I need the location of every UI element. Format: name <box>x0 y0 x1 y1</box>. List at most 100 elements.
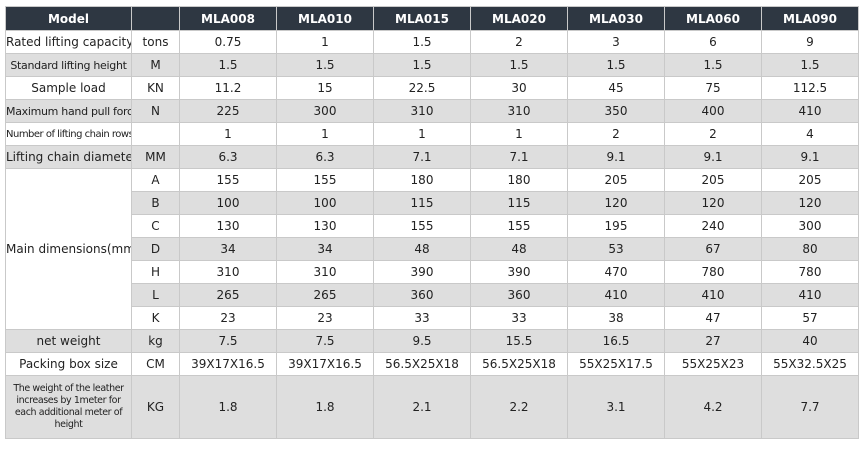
value: 56.5X25X18 <box>470 352 568 376</box>
value: 2.2 <box>470 375 568 439</box>
value: 120 <box>567 191 665 215</box>
unit: L <box>131 283 180 307</box>
value: 1.5 <box>373 30 471 54</box>
unit <box>131 122 180 146</box>
value: 205 <box>567 168 665 192</box>
value: 1.5 <box>470 53 568 77</box>
value: 48 <box>373 237 471 261</box>
row-label: Lifting chain diameter <box>5 145 132 169</box>
row-label: Rated lifting capacity <box>5 30 132 54</box>
unit: tons <box>131 30 180 54</box>
value: 360 <box>373 283 471 307</box>
row-label: net weight <box>5 329 132 353</box>
value: 225 <box>179 99 277 123</box>
value: 53 <box>567 237 665 261</box>
header-label: Model <box>5 6 132 31</box>
value: 410 <box>761 99 859 123</box>
value: 310 <box>276 260 374 284</box>
value: 9.1 <box>761 145 859 169</box>
spec-table: Model MLA008 MLA010 MLA015 MLA020 MLA030 MLA06… <box>5 6 859 439</box>
value: 115 <box>470 191 568 215</box>
value: 40 <box>761 329 859 353</box>
row-label: Number of lifting chain rows <box>5 122 132 146</box>
row-label: Packing box size <box>5 352 132 376</box>
value: 2 <box>470 30 568 54</box>
value: 6.3 <box>276 145 374 169</box>
value: 155 <box>373 214 471 238</box>
spec-row: Number of lifting chain rows 1 1 1 1 2 2 4 <box>5 122 859 146</box>
value: 7.5 <box>276 329 374 353</box>
value: 780 <box>761 260 859 284</box>
spec-row: B 100 100 115 115 120 120 120 <box>6 191 859 215</box>
value: 1 <box>276 122 374 146</box>
header-cell <box>131 6 180 31</box>
value: 112.5 <box>761 76 859 100</box>
value: 410 <box>761 283 859 307</box>
spec-row: Standard lifting height M 1.5 1.5 1.5 1.5 1.5 1… <box>5 53 859 77</box>
row-label: Maximum hand pull force <box>5 99 132 123</box>
value: 155 <box>470 214 568 238</box>
value: 300 <box>276 99 374 123</box>
value: 4 <box>761 122 859 146</box>
value: 390 <box>470 260 568 284</box>
value: 100 <box>179 191 277 215</box>
value: 9 <box>761 30 859 54</box>
spec-row: Lifting chain diameter MM 6.3 6.3 7.1 7.1 9.1 9… <box>5 145 859 169</box>
unit: kg <box>131 329 180 353</box>
value: 155 <box>179 168 277 192</box>
value: 1 <box>276 30 374 54</box>
value: 390 <box>373 260 471 284</box>
row-label: The weight of the leather increases by 1… <box>5 375 132 439</box>
value: 130 <box>276 214 374 238</box>
value: 55X32.5X25 <box>761 352 859 376</box>
value: 7.5 <box>179 329 277 353</box>
value: 6 <box>664 30 762 54</box>
value: 120 <box>761 191 859 215</box>
header-row: Model MLA008 MLA010 MLA015 MLA020 MLA030 MLA06… <box>5 6 859 31</box>
spec-row: Maximum hand pull force N 225 300 310 310 350 4… <box>5 99 859 123</box>
unit: A <box>131 168 180 192</box>
value: 1 <box>179 122 277 146</box>
unit: D <box>131 237 180 261</box>
spec-row: The weight of the leather increases by 1… <box>5 375 859 439</box>
model-name: MLA060 <box>664 6 762 31</box>
value: 310 <box>179 260 277 284</box>
value: 115 <box>373 191 471 215</box>
value: 9.5 <box>373 329 471 353</box>
value: 350 <box>567 99 665 123</box>
value: 7.7 <box>761 375 859 439</box>
value: 2.1 <box>373 375 471 439</box>
value: 155 <box>276 168 374 192</box>
value: 180 <box>470 168 568 192</box>
value: 205 <box>761 168 859 192</box>
value: 55X25X23 <box>664 352 762 376</box>
value: 780 <box>664 260 762 284</box>
model-name: MLA008 <box>179 6 277 31</box>
group-label: Main dimensions(mm) <box>5 168 132 330</box>
value: 1.5 <box>664 53 762 77</box>
value: 4.2 <box>664 375 762 439</box>
value: 310 <box>373 99 471 123</box>
value: 1.5 <box>761 53 859 77</box>
value: 0.75 <box>179 30 277 54</box>
unit: KG <box>131 375 180 439</box>
value: 195 <box>567 214 665 238</box>
spec-row: L 265 265 360 360 410 410 410 <box>6 283 859 307</box>
value: 1 <box>470 122 568 146</box>
value: 2 <box>664 122 762 146</box>
value: 1.5 <box>276 53 374 77</box>
value: 240 <box>664 214 762 238</box>
value: 22.5 <box>373 76 471 100</box>
value: 56.5X25X18 <box>373 352 471 376</box>
value: 100 <box>276 191 374 215</box>
value: 9.1 <box>664 145 762 169</box>
unit: K <box>131 306 180 330</box>
value: 38 <box>567 306 665 330</box>
unit: N <box>131 99 180 123</box>
unit: B <box>131 191 180 215</box>
value: 27 <box>664 329 762 353</box>
value: 67 <box>664 237 762 261</box>
spec-row: Packing box size CM 39X17X16.5 39X17X16.5 56… <box>5 352 859 376</box>
value: 23 <box>179 306 277 330</box>
